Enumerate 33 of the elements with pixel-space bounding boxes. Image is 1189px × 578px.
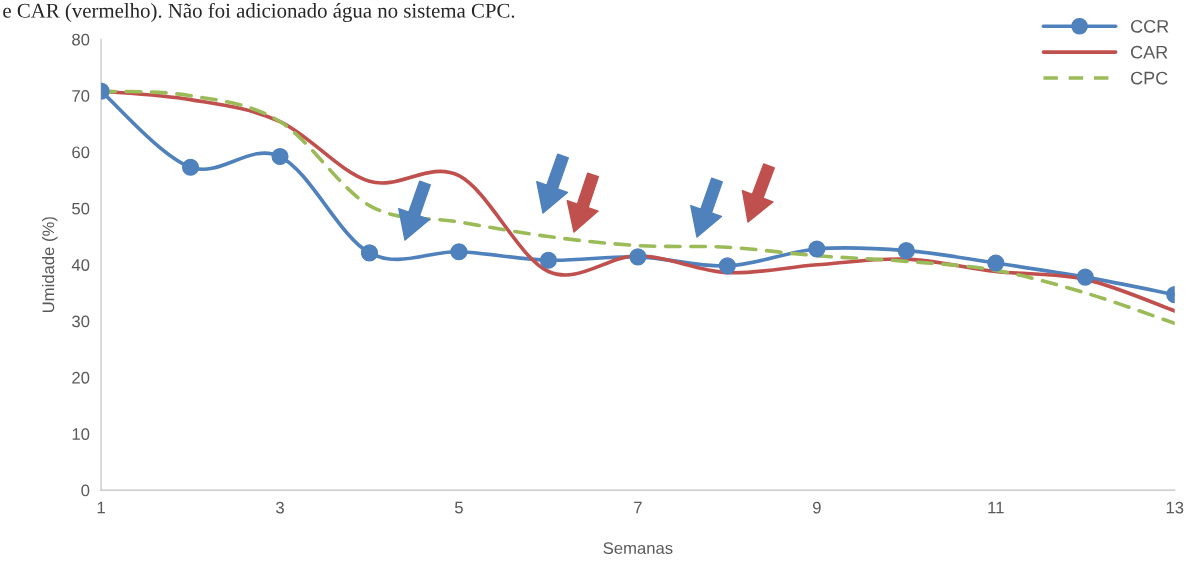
point <box>718 257 736 275</box>
point <box>1076 268 1094 286</box>
legend-label: CCR <box>1131 19 1169 33</box>
y-tick-label: 70 <box>72 90 90 102</box>
point <box>629 248 647 266</box>
y-tick-label: 20 <box>72 371 90 384</box>
x-tick-label: 7 <box>634 501 642 514</box>
y-tick-label: 50 <box>72 202 90 215</box>
x-tick-label: 5 <box>454 501 463 514</box>
point <box>271 147 289 166</box>
text: e CAR (vermelho). Não foi adicionado água no sistema CPC. <box>3 2 515 23</box>
point <box>808 240 826 258</box>
point <box>181 158 200 176</box>
x-tick-label: 9 <box>812 501 821 514</box>
x-tick-label: 1 <box>97 501 105 514</box>
x-tick-label: 3 <box>276 501 284 514</box>
point <box>987 254 1005 272</box>
y-axis-title: Umidade (%) <box>41 217 58 313</box>
legend-label: CPC <box>1131 71 1168 85</box>
x-axis-title: Semanas <box>603 542 673 555</box>
y-tick-label: 60 <box>72 146 90 159</box>
point <box>897 242 915 260</box>
y-tick-label: 40 <box>71 259 90 271</box>
y-tick-label: 80 <box>72 33 90 46</box>
point <box>539 251 557 269</box>
x-tick-label: 13 <box>1166 501 1184 514</box>
point <box>450 243 468 261</box>
point <box>360 244 379 262</box>
legend-label: CAR <box>1131 45 1168 59</box>
y-tick-label: 10 <box>72 428 90 440</box>
y-tick-label: 0 <box>81 484 90 497</box>
x-tick-label: 11 <box>988 501 1004 514</box>
y-tick-label: 30 <box>72 315 90 328</box>
